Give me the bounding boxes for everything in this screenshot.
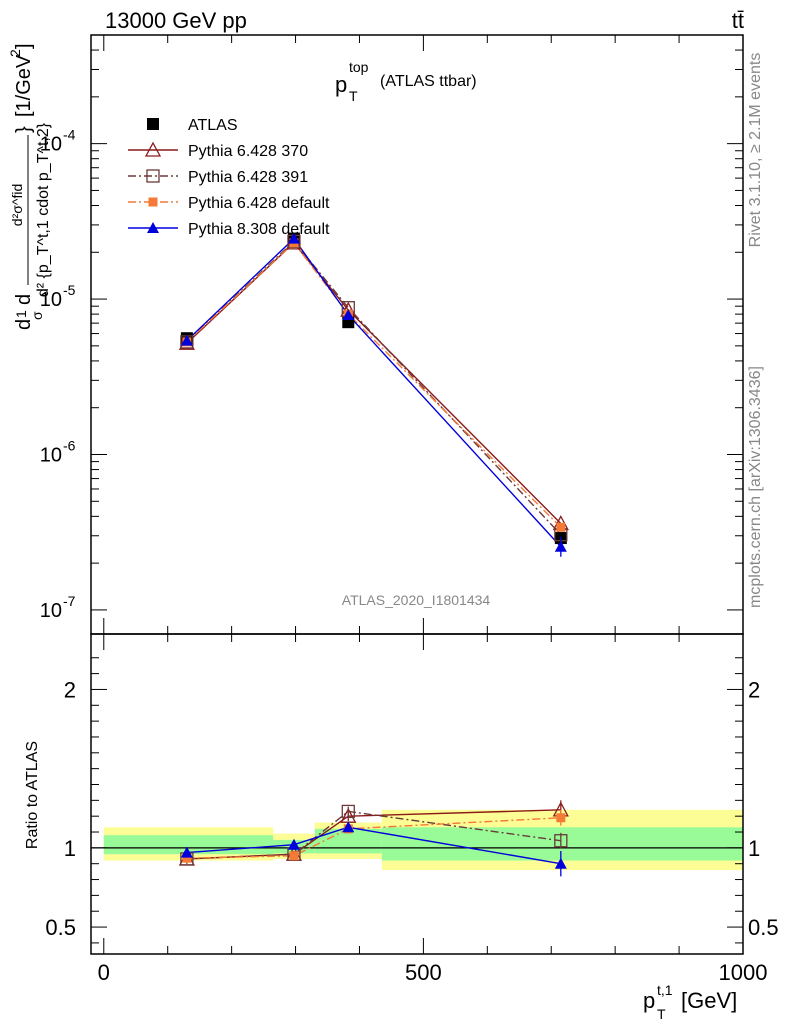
legend-marker xyxy=(146,169,160,183)
ylabel-numerator: d²σ^fid xyxy=(9,184,25,226)
plot-title-main: p xyxy=(335,72,347,97)
process-label: tt̄ xyxy=(732,8,744,33)
data-point xyxy=(287,232,300,244)
legend-marker xyxy=(148,197,158,207)
ratio-point xyxy=(554,857,567,869)
y-tick-label-exponent: -5 xyxy=(63,282,76,298)
main-y-axis-label: d 1 σ d d²σ^fid d² {p_T^t,1 cdot p_T^t,2… xyxy=(7,43,52,330)
ratio-point xyxy=(554,834,568,848)
analysis-watermark: ATLAS_2020_I1801434 xyxy=(342,592,491,608)
ratio-line-2 xyxy=(186,817,561,859)
uncertainty-band-inner xyxy=(381,827,743,861)
ratio-point xyxy=(289,851,299,861)
ratio-series-lines xyxy=(186,809,561,865)
ylabel-unit-power: 2 xyxy=(7,49,23,57)
y-tick-label: 10 xyxy=(40,134,62,156)
ratio-axis-ticks xyxy=(91,634,744,954)
x-tick-label: 500 xyxy=(405,960,442,985)
series-line-3 xyxy=(186,241,562,528)
legend-label: Pythia 8.308 default xyxy=(188,221,330,238)
legend-label: Pythia 6.428 391 xyxy=(188,169,308,186)
ratio-point xyxy=(342,821,355,833)
legend-label: Pythia 6.428 default xyxy=(188,195,330,212)
ratio-point xyxy=(287,838,300,850)
ratio-x-tick-labels: 0 500 1000 xyxy=(98,960,768,985)
ratio-series-points xyxy=(178,800,569,877)
main-panel: 10-710-610-510-4 p top T (ATLAS ttbar) A… xyxy=(7,34,744,635)
legend: ATLAS Pythia 6.428 370 Pythia 6.428 391 Pyt… xyxy=(128,117,330,238)
ratio-point xyxy=(341,804,355,819)
legend-marker xyxy=(147,118,159,130)
energy-label: 13000 GeV pp xyxy=(105,8,247,33)
legend-marker xyxy=(147,222,159,233)
data-point xyxy=(342,308,355,320)
x-axis-label: p t,1 T [GeV] xyxy=(643,982,737,1022)
ratio-frame xyxy=(90,633,744,955)
y-tick-label-exponent: -6 xyxy=(63,437,76,453)
ylabel-unit: [1/GeV xyxy=(13,54,35,117)
xlabel-main: p xyxy=(643,988,655,1013)
ratio-y-tick-label-left: 0.5 xyxy=(45,915,76,940)
rivet-label: Rivet 3.1.10, ≥ 2.1M events xyxy=(747,53,764,248)
ylabel-one: 1 xyxy=(13,310,29,318)
ylabel-denominator: d² {p_T^t,1 cdot p_T^t,2} xyxy=(35,122,52,297)
xlabel-sup: t,1 xyxy=(657,982,673,998)
plot-title-sub: T xyxy=(349,88,358,104)
main-y-tick-labels: 10-710-610-510-4 xyxy=(40,127,76,622)
legend-label: ATLAS xyxy=(188,117,238,134)
x-tick-label: 1000 xyxy=(719,960,768,985)
xlabel-sub: T xyxy=(657,1006,666,1022)
ratio-line-3 xyxy=(186,826,561,865)
plot-title: p top T (ATLAS ttbar) xyxy=(335,59,477,104)
ratio-y-tick-label-left: 2 xyxy=(64,677,76,702)
data-point xyxy=(556,522,566,532)
ratio-panel: 0.5 0.5 1 1 2 2 0 500 1000 Ratio to ATLAS p t,1… xyxy=(24,633,779,1022)
plot-title-suffix: (ATLAS ttbar) xyxy=(380,73,477,90)
series-line-2 xyxy=(186,240,562,536)
ratio-y-tick-label-left: 1 xyxy=(64,836,76,861)
ylabel-d2: d xyxy=(13,294,35,305)
legend-marker xyxy=(144,141,162,157)
ratio-y-tick-label-right: 0.5 xyxy=(748,915,779,940)
y-tick-label: 10 xyxy=(40,289,62,311)
ratio-point xyxy=(556,813,566,823)
y-tick-label: 10 xyxy=(40,444,62,466)
y-tick-label-exponent: -4 xyxy=(63,127,76,143)
ratio-y-axis-label: Ratio to ATLAS xyxy=(24,741,41,849)
ylabel-sigma: σ xyxy=(29,311,45,320)
ratio-y-tick-label-right: 2 xyxy=(748,677,760,702)
source-label: mcplots.cern.ch [arXiv:1306.3436] xyxy=(747,366,764,608)
y-tick-label: 10 xyxy=(40,600,62,622)
x-tick-label: 0 xyxy=(98,960,110,985)
ratio-point xyxy=(180,846,193,858)
ylabel-close-brace: } xyxy=(13,126,35,133)
main-axis-ticks xyxy=(91,34,744,634)
main-series-points xyxy=(178,232,569,557)
y-tick-label-exponent: -7 xyxy=(63,593,76,609)
series-line-4 xyxy=(186,237,562,548)
ylabel-d: d xyxy=(13,319,35,330)
legend-label: Pythia 6.428 370 xyxy=(188,143,308,160)
ylabel-unit-close: ] xyxy=(13,43,35,49)
series-line-1 xyxy=(186,241,562,524)
ratio-y-tick-labels: 0.5 0.5 1 1 2 2 xyxy=(45,677,778,940)
ratio-y-tick-label-right: 1 xyxy=(748,836,760,861)
plot-title-sup: top xyxy=(349,59,369,75)
main-series-lines xyxy=(186,237,562,548)
data-point xyxy=(180,334,193,346)
ratio-point xyxy=(182,853,192,863)
xlabel-unit: [GeV] xyxy=(681,988,737,1013)
